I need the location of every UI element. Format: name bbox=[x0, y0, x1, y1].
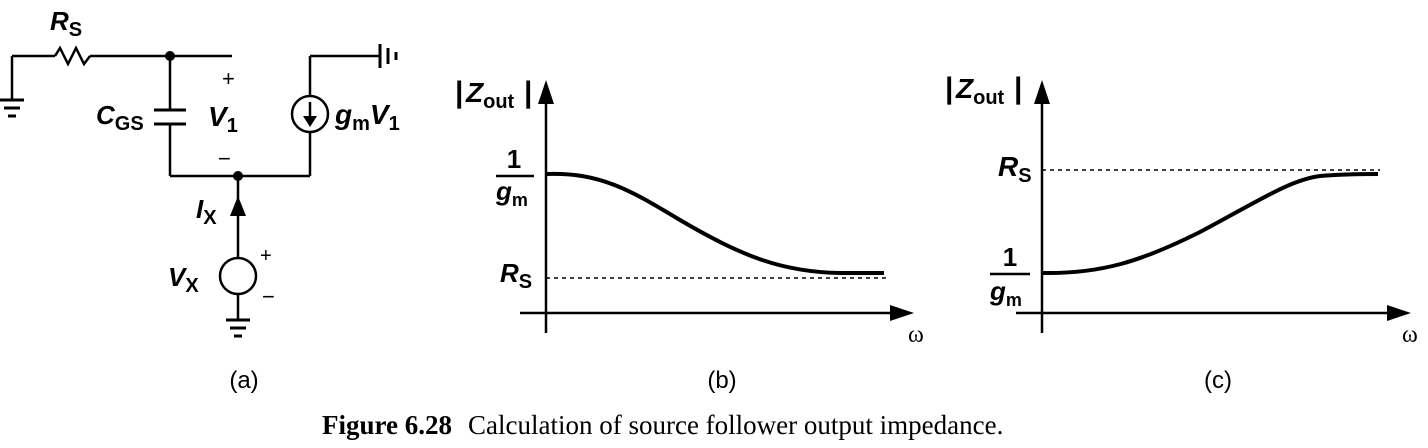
zout-curve-c bbox=[1041, 172, 1379, 276]
ylabel-b-bar-right: | bbox=[524, 76, 532, 109]
ix-label: IX bbox=[196, 194, 217, 229]
ylabel-c: Zout bbox=[955, 73, 1005, 109]
panel-label-a: (a) bbox=[229, 367, 258, 394]
current-source-icon bbox=[290, 94, 330, 134]
vdd-ac-ground-icon bbox=[378, 44, 398, 68]
plot-c: | Zout | RS 1 gm ω (c) bbox=[945, 72, 1418, 394]
ground-left-icon bbox=[0, 56, 24, 118]
figure-caption: Figure 6.28 Calculation of source followe… bbox=[322, 410, 1003, 440]
resistor-rs-icon bbox=[53, 45, 91, 67]
ground-bottom-icon bbox=[226, 318, 250, 338]
ylabel-c-bar-right: | bbox=[1014, 72, 1022, 105]
vx-minus: − bbox=[262, 284, 275, 309]
tick-c-low-den: gm bbox=[989, 276, 1022, 310]
vx-plus: + bbox=[260, 245, 272, 267]
ylabel-c-bar-left: | bbox=[945, 72, 953, 105]
ix-arrow-icon bbox=[230, 196, 246, 216]
rs-label: RS bbox=[50, 6, 82, 41]
voltage-source-vx-icon bbox=[218, 256, 258, 296]
y-axis-arrow-c-icon bbox=[1034, 80, 1050, 104]
capacitor-cgs-icon bbox=[154, 108, 186, 126]
tick-b-high-num: 1 bbox=[507, 144, 521, 174]
xlabel-b: ω bbox=[908, 322, 924, 348]
v1-plus: + bbox=[222, 66, 235, 91]
circuit-a: RS CGS + V1 − gmV1 bbox=[0, 6, 400, 394]
tick-c-high: RS bbox=[998, 151, 1032, 187]
panel-label-c: (c) bbox=[1204, 367, 1232, 394]
caption-text: Figure 6.28 Calculation of source followe… bbox=[322, 410, 1003, 440]
cgs-label: CGS bbox=[96, 100, 144, 135]
ylabel-b: Zout bbox=[465, 77, 515, 113]
v1-minus: − bbox=[218, 146, 231, 171]
tick-b-low: RS bbox=[500, 258, 532, 293]
zout-curve-b bbox=[545, 171, 884, 275]
x-axis-arrow-c-icon bbox=[1387, 305, 1411, 321]
vx-label: VX bbox=[168, 262, 199, 297]
tick-c-low-num: 1 bbox=[1003, 242, 1017, 272]
y-axis-arrow-b-icon bbox=[538, 80, 554, 104]
plot-b: | Zout | 1 gm RS ω (b) bbox=[455, 76, 924, 394]
panel-label-b: (b) bbox=[707, 367, 736, 394]
tick-b-high-den: gm bbox=[495, 176, 528, 210]
v1-label: V1 bbox=[208, 101, 238, 137]
x-axis-arrow-b-icon bbox=[890, 305, 914, 321]
xlabel-c: ω bbox=[1402, 322, 1418, 348]
ylabel-b-bar-left: | bbox=[455, 76, 463, 109]
gmv1-label: gmV1 bbox=[334, 99, 400, 135]
